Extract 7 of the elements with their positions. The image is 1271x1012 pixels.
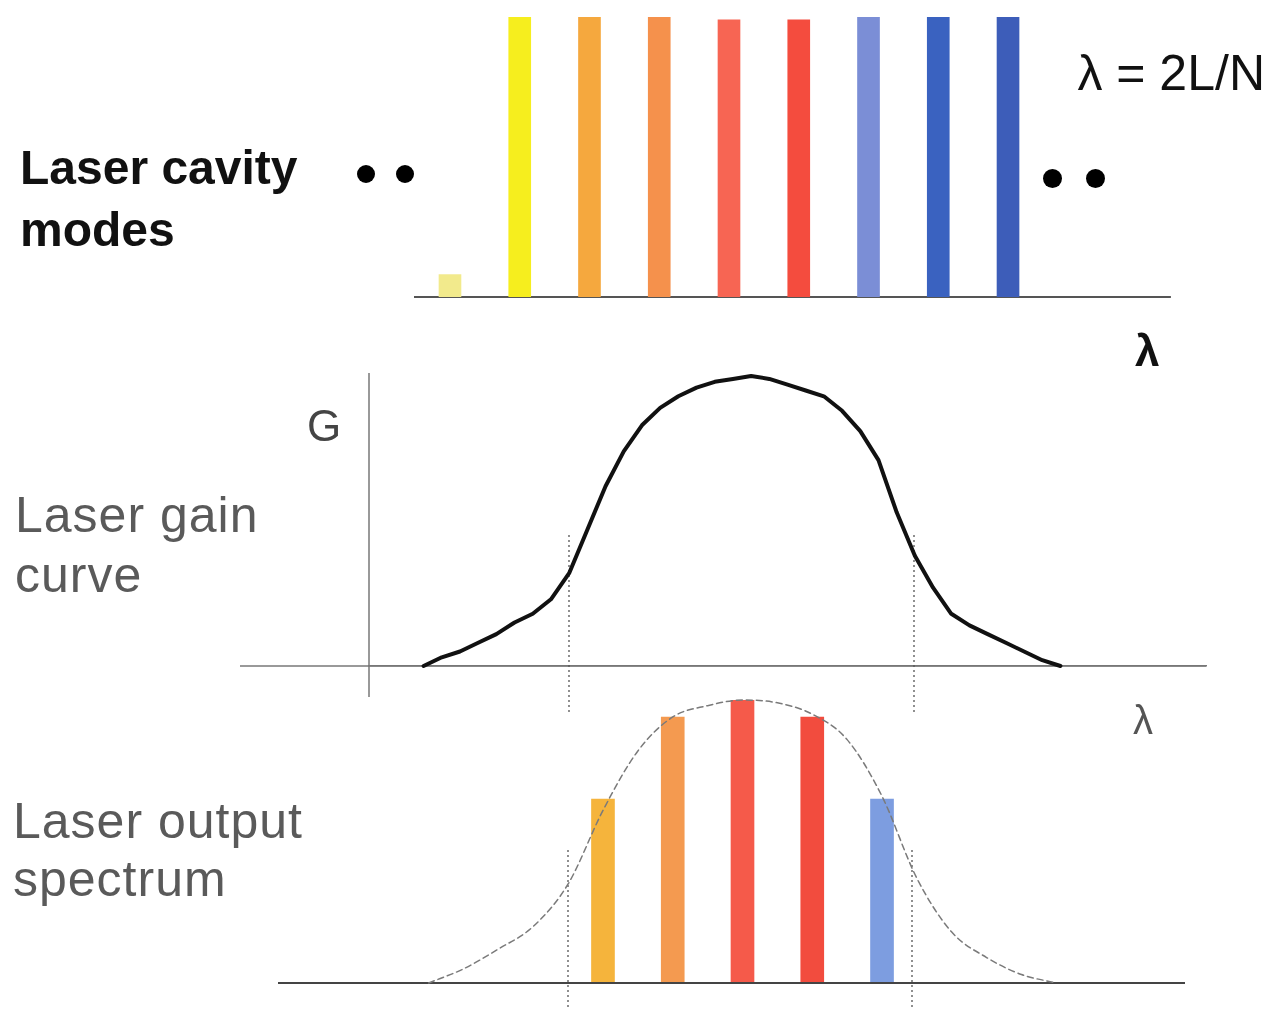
text: Laser cavity modes: [20, 140, 299, 258]
x-axis-title: λ: [1135, 326, 1160, 375]
x-axis-title: λ: [1133, 698, 1153, 742]
y-axis-title: G: [307, 401, 342, 450]
text: Laser gain curve: [15, 486, 260, 605]
text: λ = 2L/N: [1077, 45, 1265, 101]
text: Laser output spectrum: [13, 792, 304, 908]
